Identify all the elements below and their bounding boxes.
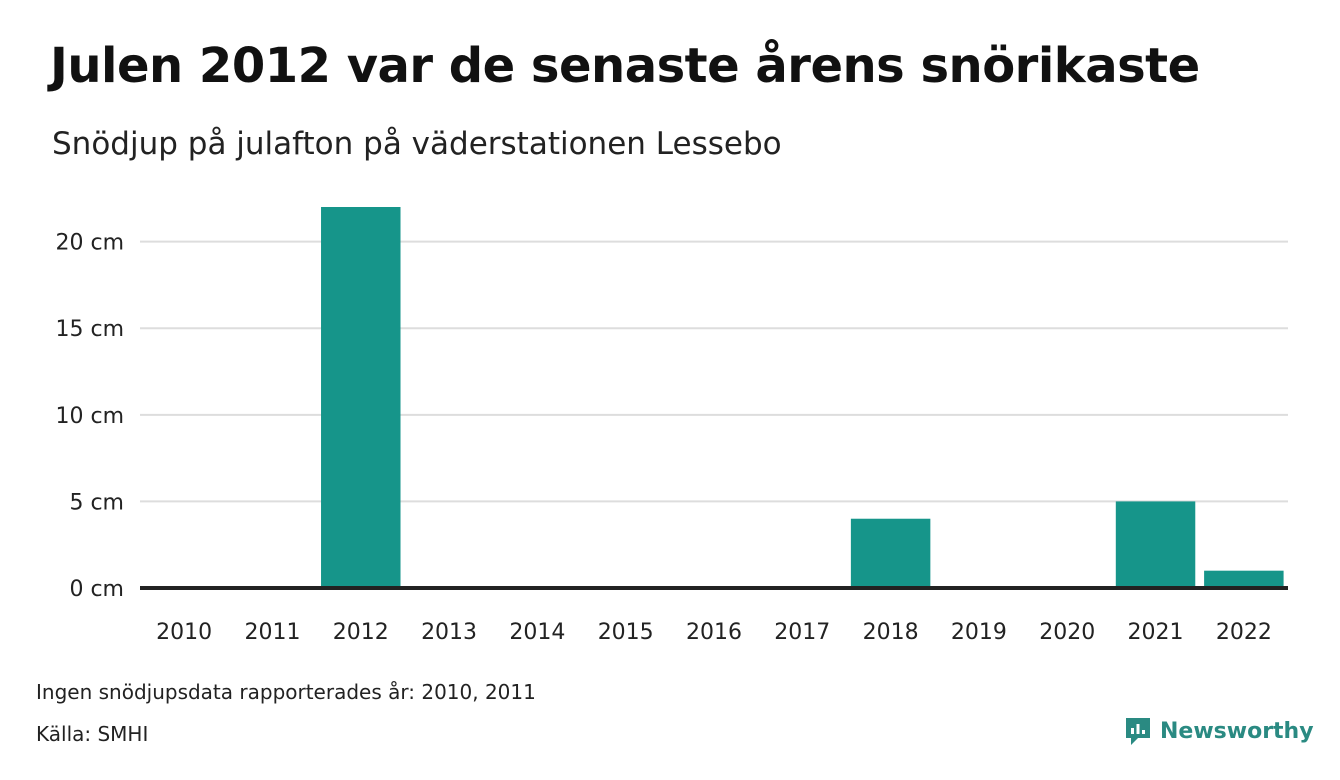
- x-axis-ticks: 2010 2011 2012 2013 2014 2015 2016 2017 2018 2019…: [156, 620, 1272, 645]
- x-tick-label: 2012: [333, 620, 389, 645]
- x-tick-label: 2021: [1128, 620, 1184, 645]
- bar-2012: [321, 207, 401, 588]
- x-tick-label: 2011: [244, 620, 300, 645]
- x-tick-label: 2013: [421, 620, 477, 645]
- y-axis-ticks: 0 cm 5 cm 10 cm 15 cm 20 cm: [55, 231, 124, 602]
- y-tick-label: 0 cm: [69, 577, 124, 602]
- source-note: Källa: SMHI: [36, 722, 149, 746]
- x-tick-label: 2015: [598, 620, 654, 645]
- x-tick-label: 2020: [1039, 620, 1095, 645]
- x-tick-label: 2010: [156, 620, 212, 645]
- x-tick-label: 2022: [1216, 620, 1272, 645]
- brand-name: Newsworthy: [1160, 718, 1314, 744]
- y-tick-label: 10 cm: [55, 404, 124, 429]
- gridlines: [140, 240, 1288, 503]
- chart-subtitle: Snödjup på julafton på väderstationen Le…: [52, 126, 782, 162]
- footnote: Ingen snödjupsdata rapporterades år: 201…: [36, 680, 536, 704]
- y-tick-label: 15 cm: [55, 317, 124, 342]
- x-tick-label: 2017: [774, 620, 830, 645]
- newsworthy-logo-icon: [1126, 718, 1150, 745]
- bar-2018: [850, 518, 931, 588]
- y-tick-label: 5 cm: [69, 490, 124, 515]
- y-tick-label: 20 cm: [55, 231, 124, 256]
- bar-2022: [1204, 570, 1284, 588]
- x-tick-label: 2014: [509, 620, 565, 645]
- bar-2021: [1115, 501, 1196, 588]
- brand-logo: Newsworthy: [1124, 716, 1314, 746]
- x-tick-label: 2019: [951, 620, 1007, 645]
- chart-title: Julen 2012 var de senaste årens snörikas…: [50, 38, 1200, 94]
- x-tick-label: 2016: [686, 620, 742, 645]
- bars: [321, 207, 1284, 588]
- x-tick-label: 2018: [863, 620, 919, 645]
